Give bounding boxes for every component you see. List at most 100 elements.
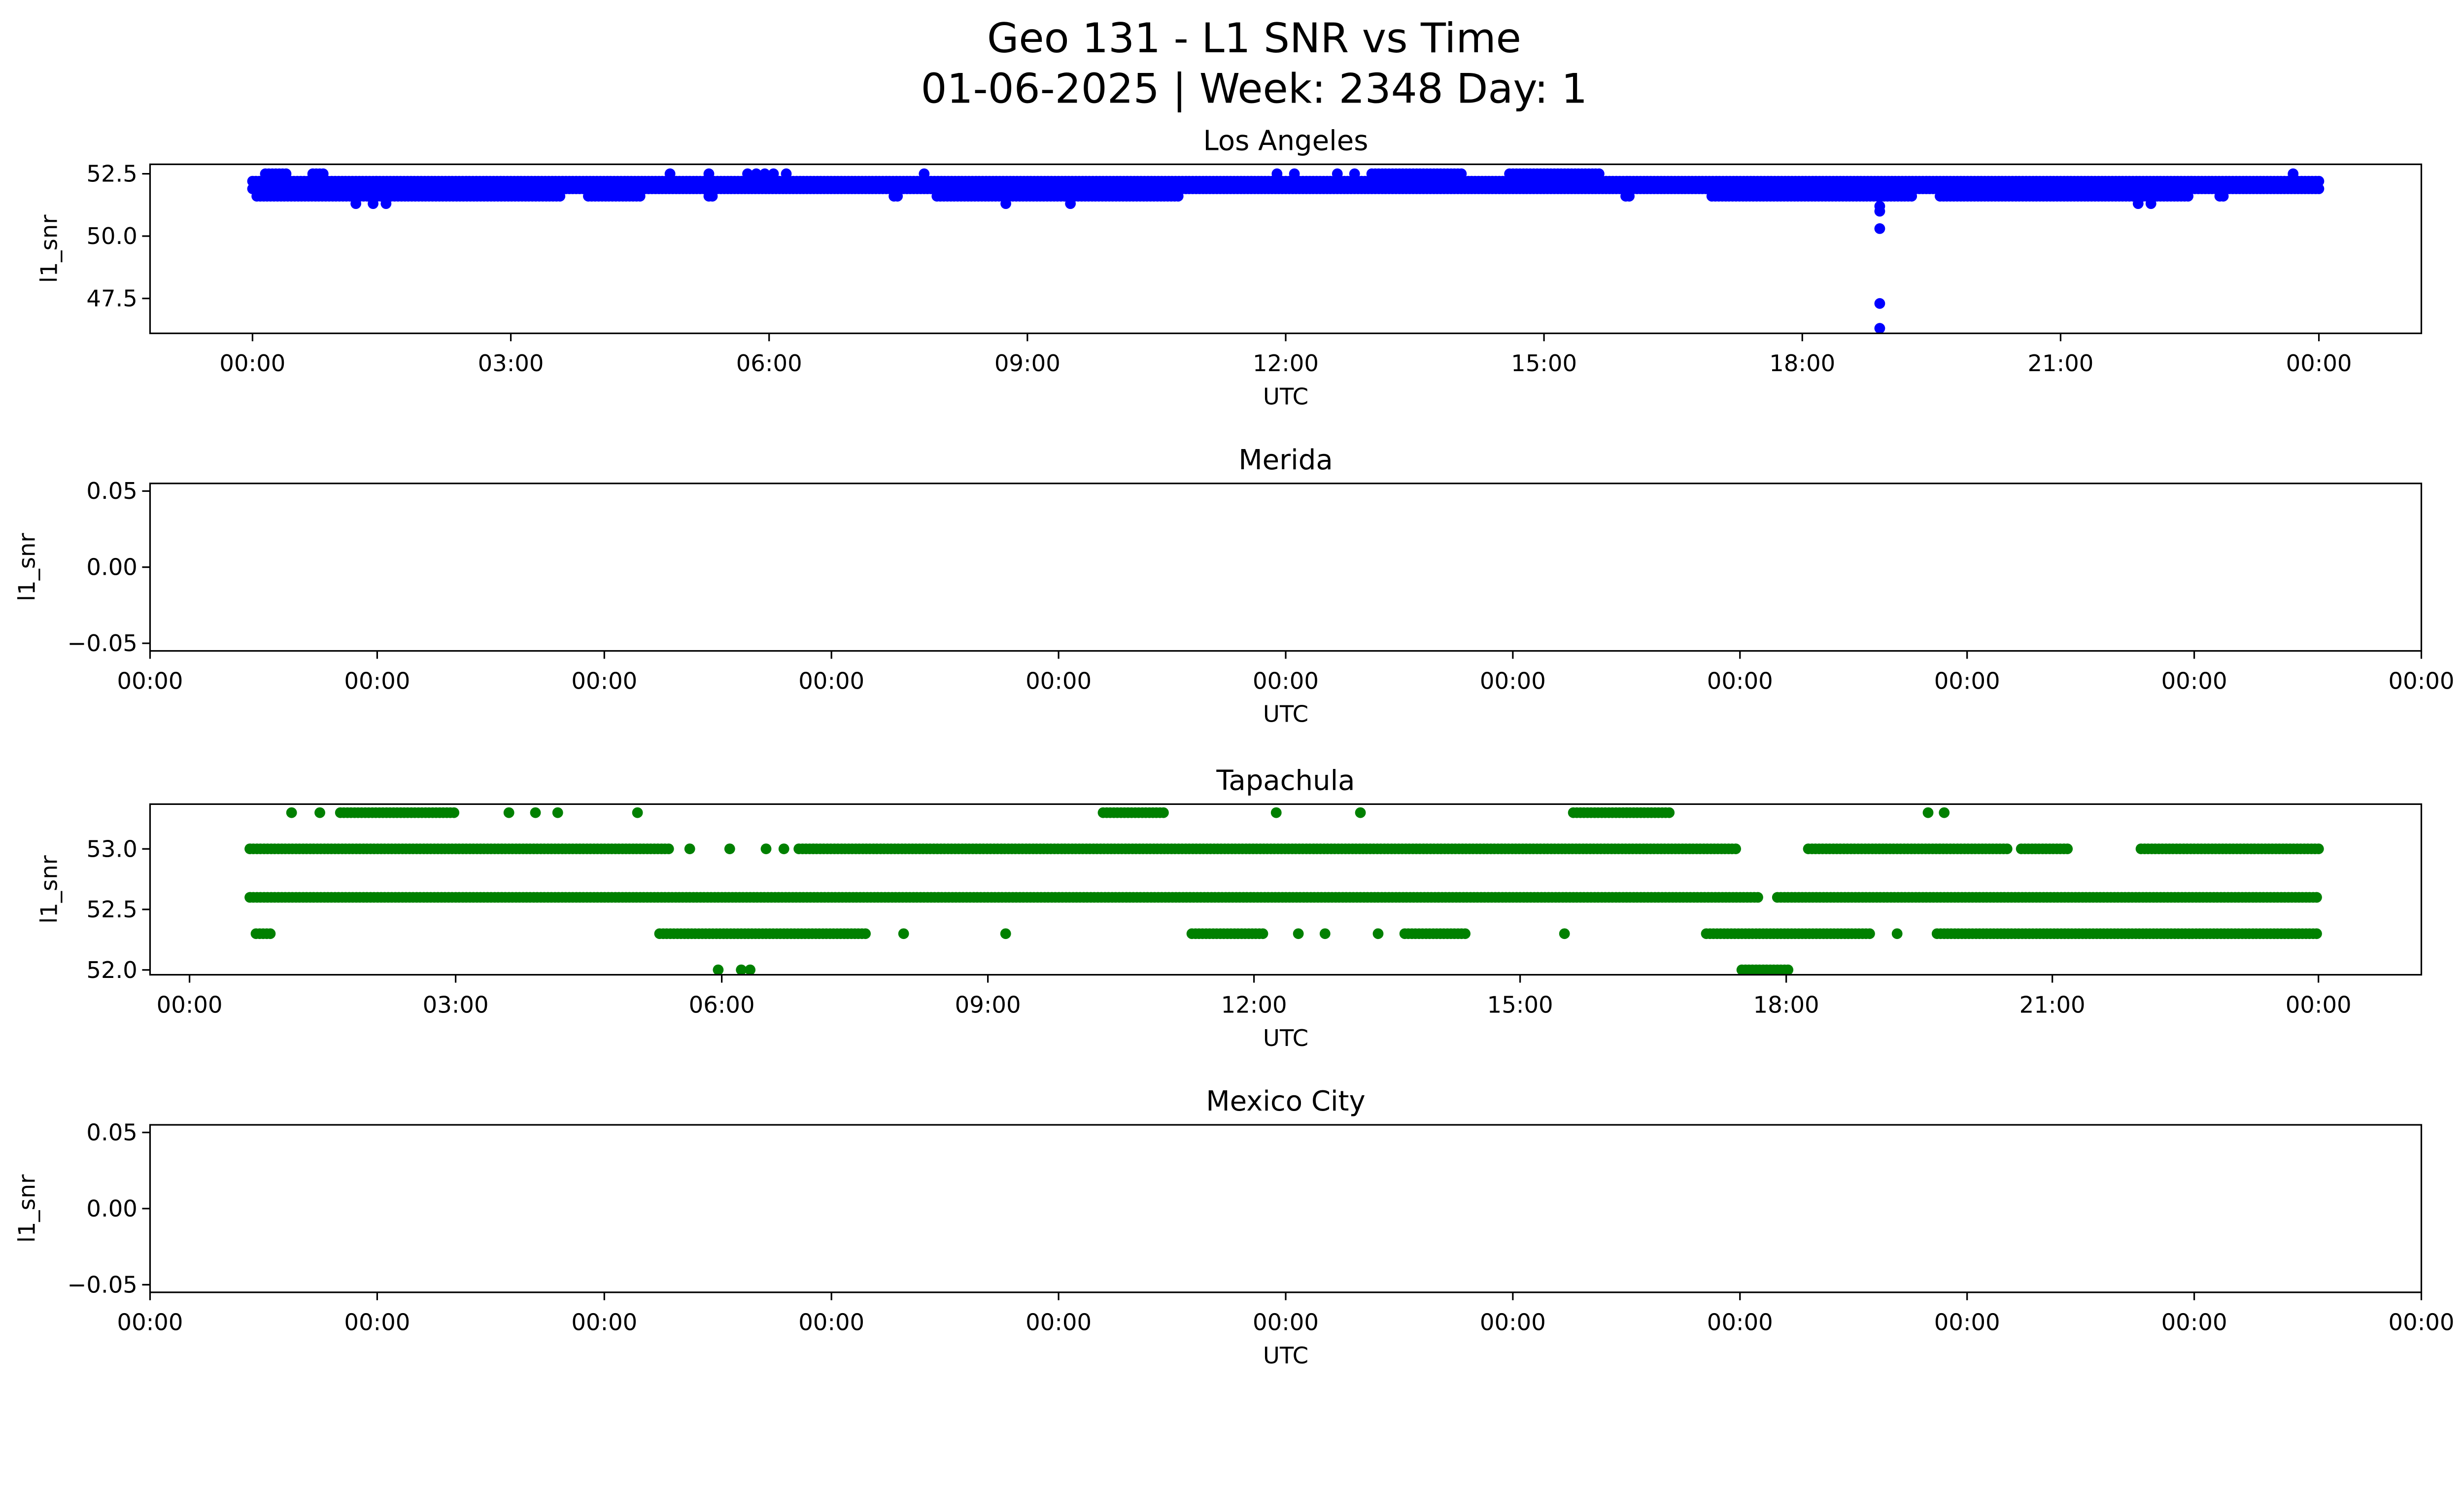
subplot-title: Tapachula	[1216, 765, 1355, 797]
subplot-mexico-city: Mexico City 00:00 00:00 00:00 00:00 00:00 00:0…	[14, 1085, 2455, 1369]
y-tick-label: −0.05	[67, 1271, 137, 1298]
x-tick-label: 00:00	[1026, 667, 1092, 694]
data-point	[1271, 168, 1283, 179]
data-point	[751, 168, 762, 179]
data-point	[1460, 928, 1471, 939]
data-point	[1257, 928, 1268, 939]
x-tick-label: 15:00	[1487, 991, 1553, 1018]
data-point	[1000, 928, 1011, 939]
data-point	[1270, 807, 1282, 818]
y-axis-label: l1_snr	[35, 855, 62, 923]
data-point	[1864, 928, 1875, 939]
data-point	[1000, 198, 1011, 209]
data-point	[1939, 807, 1950, 818]
x-tick-label: 18:00	[1769, 350, 1835, 377]
y-axis-label: l1_snr	[35, 214, 62, 283]
x-tick-label: 00:00	[1253, 1309, 1319, 1336]
data-point	[1664, 807, 1675, 818]
y-tick-label: 52.5	[86, 896, 137, 923]
data-point	[1319, 928, 1331, 939]
data-point	[286, 807, 297, 818]
data-point	[1874, 223, 1885, 234]
data-point	[745, 964, 756, 975]
data-point	[1782, 964, 1794, 975]
subplot-merida: Merida 00:00 00:00 00:00 00:00 00:00 00:00 00:0…	[14, 444, 2455, 728]
data-point	[1172, 191, 1184, 202]
data-point	[892, 191, 903, 202]
x-tick-label: 00:00	[571, 1309, 637, 1336]
data-point	[2311, 928, 2322, 939]
x-tick-label: 15:00	[1511, 350, 1577, 377]
subplot-title: Los Angeles	[1203, 125, 1369, 157]
axes-frame	[149, 803, 2423, 976]
y-tick-label: 0.00	[86, 1195, 137, 1222]
y-tick-label: 0.00	[86, 554, 137, 581]
data-point	[503, 807, 514, 818]
data-point	[663, 843, 674, 855]
figure-title: Geo 131 - L1 SNR vs Time	[987, 14, 1521, 62]
data-point	[2313, 183, 2325, 194]
data-point	[742, 168, 753, 179]
data-point	[2183, 191, 2193, 202]
data-point	[350, 198, 362, 209]
data-point	[265, 928, 276, 939]
data-point	[380, 198, 392, 209]
data-point	[1289, 168, 1300, 179]
x-axis-label: UTC	[1263, 1342, 1308, 1369]
x-tick-label: 06:00	[736, 350, 802, 377]
x-tick-label: 03:00	[423, 991, 489, 1018]
data-point	[781, 168, 792, 179]
data-point	[1874, 298, 1885, 309]
data-point	[2313, 843, 2324, 855]
y-tick-label: 52.0	[86, 957, 137, 983]
y-axis-label: l1_snr	[14, 1174, 40, 1243]
data-point	[314, 807, 325, 818]
data-point	[768, 168, 779, 179]
x-tick-label: 00:00	[1480, 667, 1546, 694]
data-point	[1922, 807, 1934, 818]
x-axis-label: UTC	[1263, 1025, 1308, 1051]
figure-subtitle: 01-06-2025 | Week: 2348 Day: 1	[921, 65, 1587, 112]
x-tick-label: 00:00	[2388, 667, 2454, 694]
data-point	[707, 191, 718, 202]
data-point	[552, 807, 563, 818]
figure: Geo 131 - L1 SNR vs Time 01-06-2025 | We…	[13, 14, 2455, 1369]
y-tick-label: 53.0	[86, 835, 137, 862]
x-tick-label: 00:00	[1026, 1309, 1092, 1336]
data-point	[1293, 928, 1304, 939]
data-point	[2311, 892, 2322, 903]
subplot-title: Mexico City	[1206, 1085, 1366, 1117]
data-point	[1593, 168, 1605, 179]
y-tick-label: 0.05	[86, 1119, 137, 1146]
data-point	[898, 928, 909, 939]
x-tick-label: 00:00	[157, 991, 223, 1018]
data-point	[760, 843, 772, 855]
data-point	[1332, 168, 1343, 179]
data-point	[736, 964, 747, 975]
x-tick-label: 09:00	[955, 991, 1021, 1018]
data-point	[1349, 168, 1360, 179]
data-point	[919, 168, 930, 179]
x-tick-label: 00:00	[1934, 667, 2000, 694]
data-point	[530, 807, 541, 818]
data-point	[368, 198, 378, 209]
x-tick-label: 00:00	[2286, 991, 2352, 1018]
x-tick-label: 00:00	[219, 350, 285, 377]
x-tick-label: 00:00	[117, 1309, 183, 1336]
data-point	[1730, 843, 1742, 855]
data-point	[317, 168, 329, 179]
subplot-tapachula: Tapachula 00:00 03:00 06:00 09:00 12:00 15:00 1…	[35, 765, 2423, 1051]
data-point	[634, 191, 646, 202]
data-point	[2132, 198, 2144, 209]
y-tick-label: −0.05	[67, 630, 137, 657]
x-tick-label: 00:00	[1253, 667, 1319, 694]
data-point	[554, 191, 566, 202]
x-axis-label: UTC	[1263, 383, 1308, 410]
x-tick-label: 00:00	[798, 667, 864, 694]
x-axis-label: UTC	[1263, 701, 1308, 728]
x-tick-label: 03:00	[478, 350, 544, 377]
data-point	[280, 168, 292, 179]
x-tick-label: 00:00	[2161, 1309, 2227, 1336]
data-point	[778, 843, 789, 855]
y-axis-label: l1_snr	[14, 533, 40, 601]
